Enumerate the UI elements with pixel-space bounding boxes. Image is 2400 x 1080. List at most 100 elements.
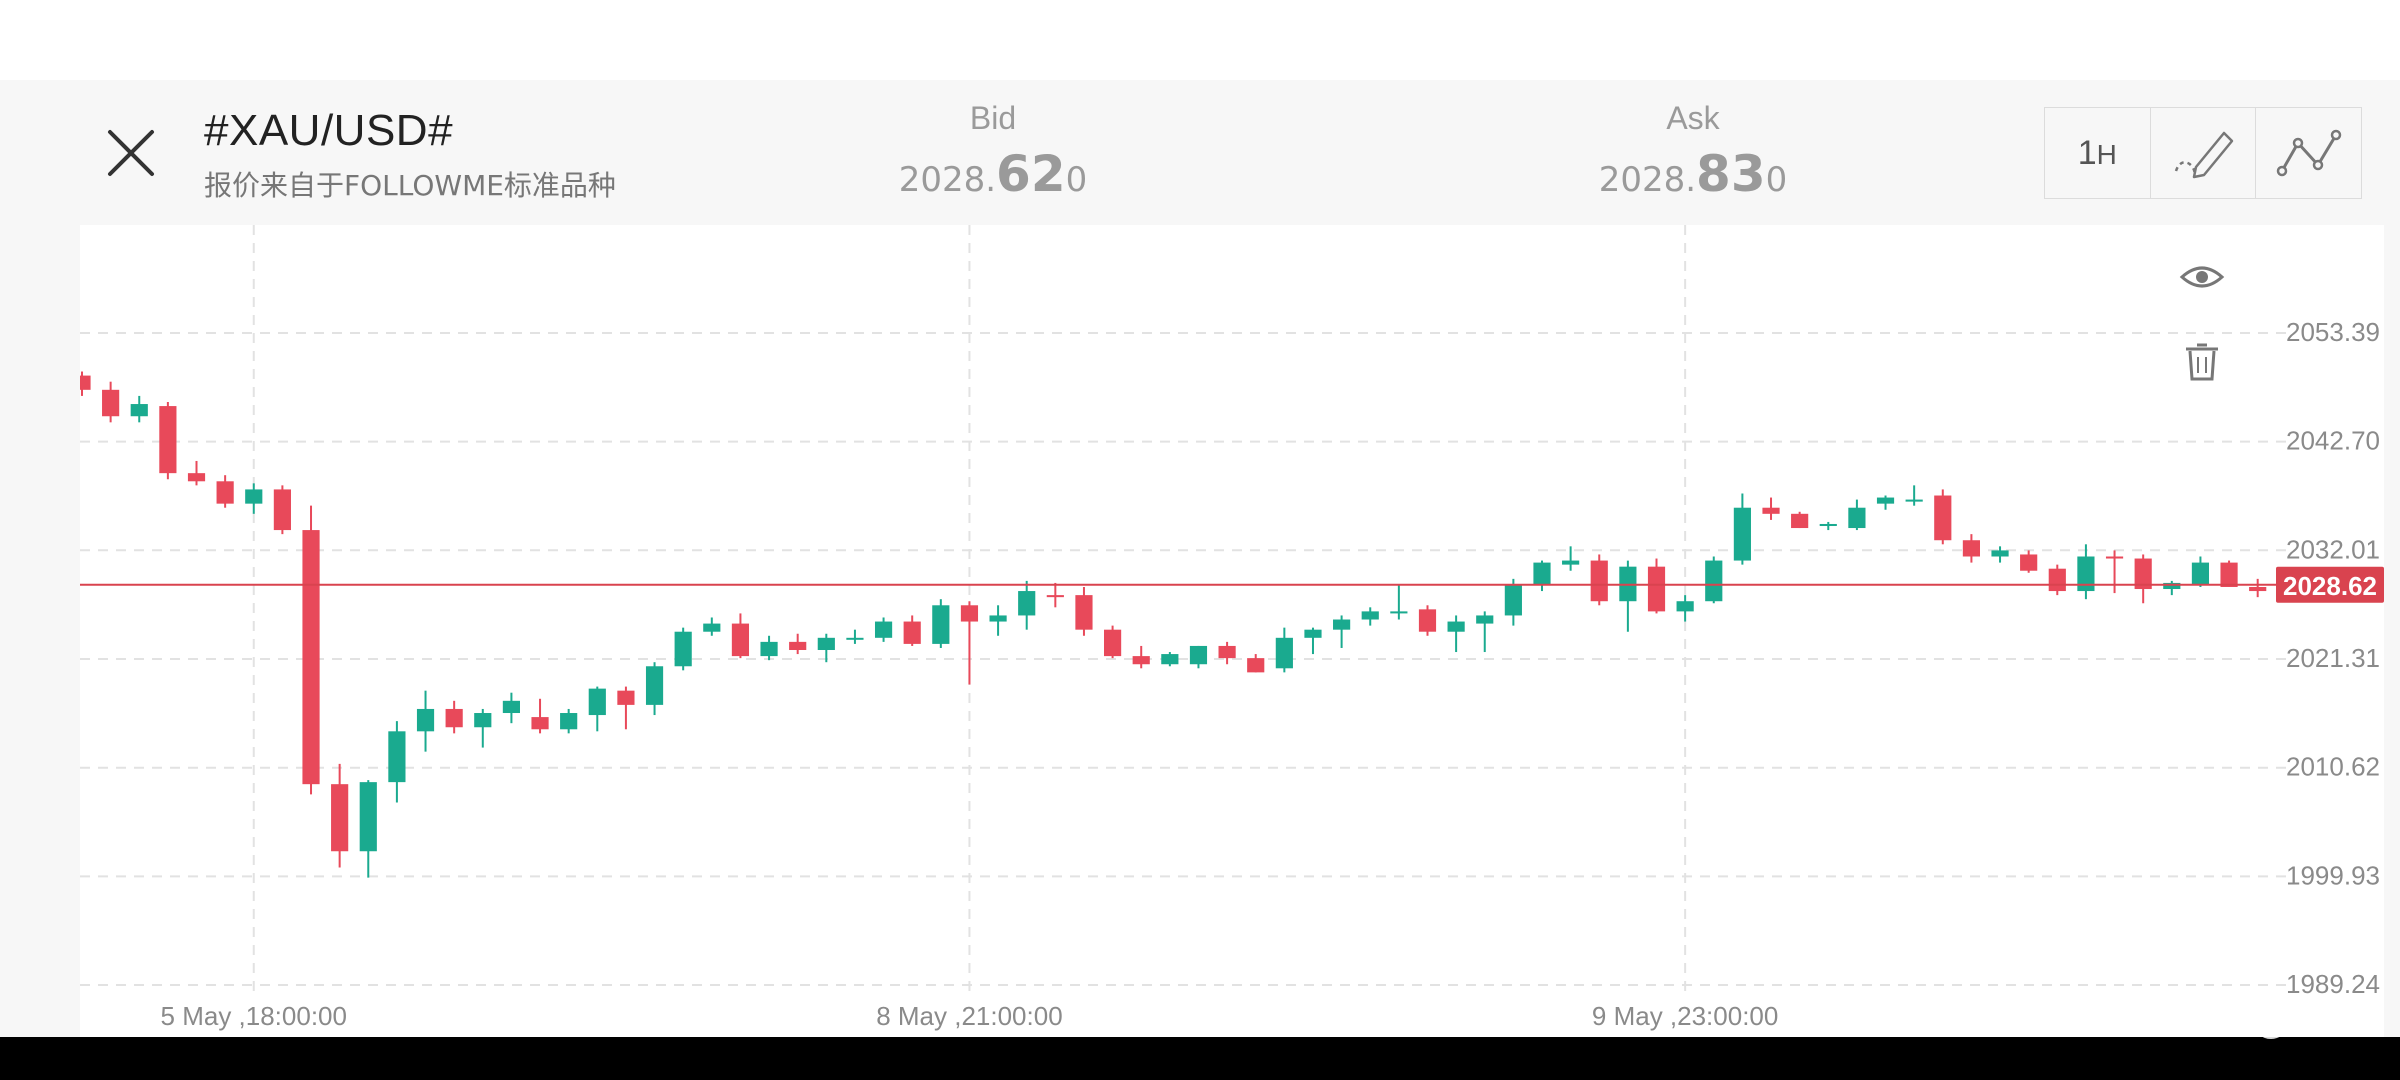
candle bbox=[903, 615, 921, 646]
candle bbox=[388, 721, 406, 803]
ask-price: 2028.830 bbox=[1543, 145, 1843, 203]
candle bbox=[1161, 652, 1179, 667]
candle-body bbox=[560, 713, 578, 730]
candle bbox=[2134, 554, 2152, 604]
candle-body bbox=[1161, 654, 1179, 665]
candle-body bbox=[645, 666, 664, 705]
candle-body bbox=[273, 489, 291, 531]
candle-body bbox=[1018, 591, 1036, 616]
trash-icon bbox=[2186, 343, 2218, 381]
candle bbox=[1104, 625, 1122, 659]
candle-body bbox=[1676, 601, 1694, 612]
candle-body bbox=[874, 621, 893, 638]
candle-body bbox=[1304, 629, 1322, 638]
bid-quote: Bid 2028.620 bbox=[843, 100, 1143, 203]
watermark: @kali bbox=[2250, 996, 2360, 1042]
candle bbox=[416, 690, 435, 752]
candlestick-chart[interactable]: 2028.62 2053.39 2042.70 2032.01 2021.31 2010… bbox=[80, 225, 2384, 1037]
candle-body bbox=[1647, 566, 1666, 612]
candle bbox=[1962, 534, 1980, 563]
timeframe-button[interactable]: 1H bbox=[2045, 108, 2151, 198]
candle bbox=[331, 763, 349, 868]
eye-button[interactable] bbox=[2179, 266, 2225, 288]
candle bbox=[1876, 495, 1895, 510]
candle bbox=[474, 708, 492, 748]
candle bbox=[1819, 521, 1837, 531]
candle bbox=[932, 599, 950, 648]
candle bbox=[273, 485, 291, 535]
candle-body bbox=[531, 717, 549, 730]
candle bbox=[2077, 544, 2095, 600]
candle-body bbox=[502, 700, 520, 714]
candle-body bbox=[789, 641, 807, 651]
candle bbox=[2163, 580, 2181, 596]
price-badge-label: 2028.62 bbox=[2283, 571, 2377, 601]
candle bbox=[1361, 607, 1379, 626]
candle-body bbox=[989, 615, 1007, 622]
symbol-subtitle: 报价来自于FOLLOWME标准品种 bbox=[204, 169, 616, 202]
candle-body bbox=[1504, 584, 1522, 616]
y-tick-label: 2010.62 bbox=[2286, 752, 2380, 782]
left-gutter bbox=[0, 225, 80, 1037]
candle-body bbox=[1733, 507, 1751, 561]
bid-price-big: 62 bbox=[996, 145, 1066, 203]
candle-body bbox=[445, 708, 463, 728]
candle bbox=[674, 627, 692, 671]
candle bbox=[502, 692, 520, 724]
candle-body bbox=[1876, 497, 1895, 504]
candle bbox=[1705, 556, 1723, 604]
candle bbox=[1275, 627, 1293, 673]
candle bbox=[989, 605, 1007, 636]
y-tick-label: 2032.01 bbox=[2286, 534, 2380, 564]
candle bbox=[1304, 627, 1322, 655]
candle-body bbox=[1991, 550, 2009, 557]
candle-body bbox=[1705, 560, 1723, 602]
chart-grid bbox=[80, 225, 2290, 995]
candle bbox=[1418, 605, 1437, 636]
x-tick-label: 5 May ,18:00:00 bbox=[161, 1001, 347, 1031]
candle bbox=[1733, 493, 1751, 565]
timeframe-label: 1H bbox=[2078, 134, 2117, 173]
delete-button[interactable] bbox=[2186, 343, 2218, 381]
candle-body bbox=[130, 404, 148, 417]
eye-icon bbox=[2179, 266, 2225, 288]
candle bbox=[560, 708, 578, 734]
pen-draw-icon bbox=[2174, 131, 2234, 179]
candle bbox=[130, 395, 148, 423]
candle-body bbox=[617, 690, 635, 705]
candle-body bbox=[1762, 507, 1780, 514]
candle-body bbox=[846, 637, 864, 640]
indicator-button[interactable] bbox=[2256, 108, 2361, 198]
candle bbox=[102, 381, 120, 423]
candle-body bbox=[1046, 595, 1064, 598]
x-tick-label: 8 May ,21:00:00 bbox=[876, 1001, 1062, 1031]
candle bbox=[789, 633, 807, 655]
candle bbox=[588, 686, 606, 732]
candle-body bbox=[1275, 637, 1293, 669]
x-tick-label: 9 May ,23:00:00 bbox=[1592, 1001, 1778, 1031]
current-price-line: 2028.62 bbox=[80, 566, 2384, 603]
candle-body bbox=[932, 605, 950, 644]
candle bbox=[960, 601, 979, 685]
candle-body bbox=[1905, 499, 1923, 502]
candle-body bbox=[2134, 558, 2152, 590]
candle-body bbox=[474, 713, 492, 728]
candle-body bbox=[731, 623, 750, 657]
candle bbox=[2220, 560, 2238, 587]
ask-price-suffix: 0 bbox=[1765, 160, 1788, 200]
right-gutter bbox=[2384, 225, 2400, 1037]
candle-body bbox=[1819, 523, 1837, 527]
candle bbox=[1762, 497, 1780, 520]
close-button[interactable] bbox=[96, 118, 166, 188]
candle-body bbox=[1447, 621, 1465, 632]
candle-body bbox=[588, 688, 606, 716]
candle bbox=[1189, 645, 1208, 669]
candle-body bbox=[2105, 556, 2124, 559]
ask-quote: Ask 2028.830 bbox=[1543, 100, 1843, 203]
candle bbox=[645, 662, 664, 716]
candle-body bbox=[216, 481, 234, 504]
candle-body bbox=[2163, 582, 2181, 590]
draw-tool-button[interactable] bbox=[2151, 108, 2257, 198]
candle bbox=[531, 698, 549, 734]
price-badge bbox=[2276, 566, 2384, 603]
